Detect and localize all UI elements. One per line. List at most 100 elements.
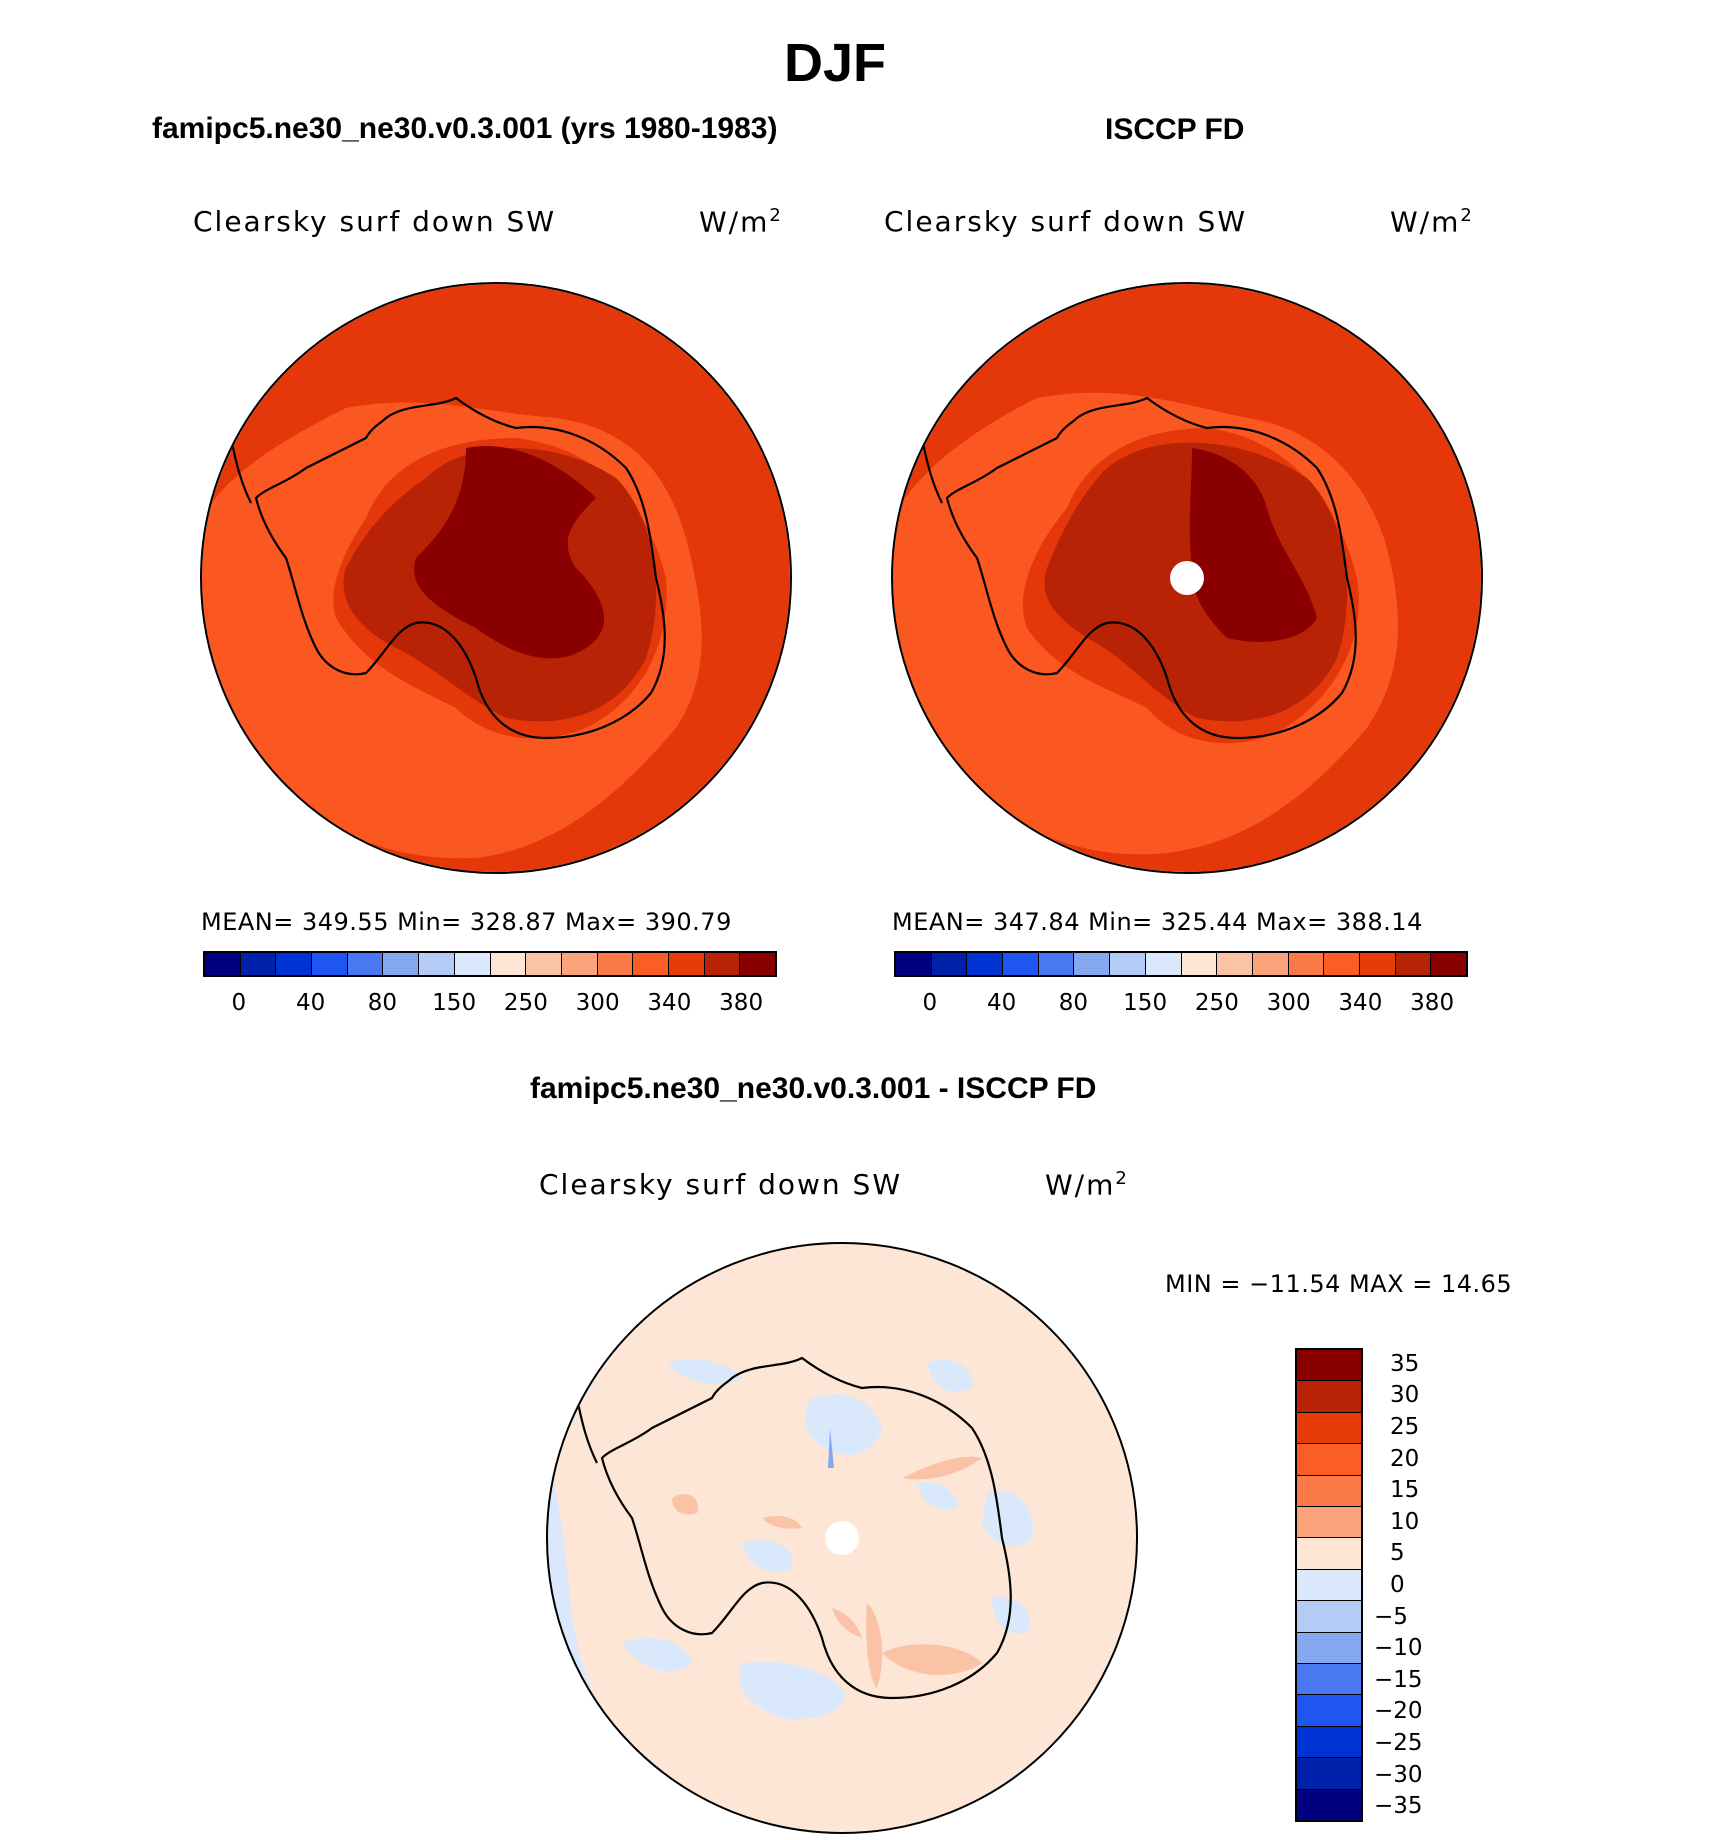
right-variable-label: Clearsky surf down SW	[884, 205, 1248, 238]
right-units-label: W/m2	[1390, 205, 1474, 239]
colorbar-swatch	[668, 953, 705, 975]
colorbar-swatch	[1297, 1726, 1361, 1759]
right-colorbar-labels: 0 40 80 150 250 300 340 380	[894, 990, 1468, 1020]
colorbar-swatch	[1297, 1538, 1361, 1570]
colorbar-tick-label: −30	[1374, 1761, 1423, 1788]
diff-polar-map	[546, 1242, 1138, 1834]
colorbar-tick-label: 15	[1390, 1477, 1420, 1504]
colorbar-swatch	[896, 953, 932, 975]
diff-variable-label: Clearsky surf down SW	[539, 1168, 903, 1201]
colorbar-swatch	[1297, 1350, 1361, 1382]
left-units-label: W/m2	[699, 205, 783, 239]
colorbar-swatch	[561, 953, 598, 975]
colorbar-swatch	[1297, 1695, 1361, 1727]
colorbar-tick-label: 340	[1338, 990, 1383, 1016]
colorbar-tick-label: 35	[1390, 1350, 1420, 1377]
colorbar-swatch	[633, 953, 669, 975]
right-colorbar	[894, 951, 1468, 977]
colorbar-tick-label: 300	[1266, 990, 1311, 1016]
colorbar-tick-label: 5	[1390, 1540, 1405, 1567]
left-colorbar-labels: 0 40 80 150 250 300 340 380	[203, 990, 777, 1020]
colorbar-swatch	[1038, 953, 1075, 975]
colorbar-swatch	[1297, 1444, 1361, 1476]
colorbar-swatch	[1252, 953, 1289, 975]
colorbar-swatch	[1110, 953, 1146, 975]
colorbar-swatch	[1297, 1601, 1361, 1633]
colorbar-tick-label: 150	[1123, 990, 1168, 1016]
diff-panel-title: famipc5.ne30_ne30.v0.3.001 - ISCCP FD	[530, 1072, 1097, 1105]
colorbar-tick-label: 250	[1194, 990, 1239, 1016]
left-panel-title: famipc5.ne30_ne30.v0.3.001 (yrs 1980-198…	[152, 112, 778, 145]
colorbar-tick-label: 300	[575, 990, 620, 1016]
colorbar-tick-label: 25	[1390, 1414, 1420, 1440]
colorbar-tick-label: −15	[1374, 1666, 1423, 1693]
colorbar-tick-label: −20	[1374, 1698, 1423, 1725]
colorbar-tick-label: 0	[1390, 1572, 1405, 1598]
colorbar-swatch	[597, 953, 634, 975]
colorbar-tick-label: 10	[1390, 1508, 1420, 1535]
right-panel-title: ISCCP FD	[1105, 113, 1245, 146]
colorbar-swatch	[419, 953, 455, 975]
colorbar-swatch	[240, 953, 277, 975]
colorbar-swatch	[347, 953, 384, 975]
colorbar-swatch	[276, 953, 313, 975]
left-variable-label: Clearsky surf down SW	[193, 205, 557, 238]
colorbar-tick-label: 380	[719, 990, 764, 1016]
colorbar-swatch	[704, 953, 741, 975]
colorbar-swatch	[1181, 953, 1218, 975]
colorbar-swatch	[312, 953, 348, 975]
colorbar-swatch	[454, 953, 491, 975]
colorbar-swatch	[931, 953, 968, 975]
colorbar-swatch	[1324, 953, 1360, 975]
colorbar-swatch	[740, 953, 775, 975]
right-polar-map	[891, 282, 1483, 874]
colorbar-tick-label: −10	[1374, 1635, 1423, 1662]
right-stats: MEAN= 347.84 Min= 325.44 Max= 388.14	[892, 908, 1423, 936]
colorbar-swatch	[1297, 1412, 1361, 1445]
colorbar-swatch	[1297, 1632, 1361, 1665]
colorbar-swatch	[1359, 953, 1396, 975]
colorbar-swatch	[490, 953, 527, 975]
colorbar-swatch	[1431, 953, 1466, 975]
colorbar-swatch	[1297, 1758, 1361, 1790]
colorbar-tick-label: 0	[231, 990, 247, 1016]
colorbar-swatch	[1297, 1569, 1361, 1602]
colorbar-swatch	[1217, 953, 1253, 975]
colorbar-tick-label: 20	[1390, 1445, 1420, 1472]
left-polar-map	[200, 282, 792, 874]
colorbar-swatch	[1297, 1381, 1361, 1413]
colorbar-tick-label: 340	[647, 990, 692, 1016]
colorbar-swatch	[967, 953, 1004, 975]
left-stats: MEAN= 349.55 Min= 328.87 Max= 390.79	[201, 908, 732, 936]
colorbar-tick-label: 0	[922, 990, 938, 1016]
colorbar-swatch	[383, 953, 420, 975]
colorbar-tick-label: 150	[432, 990, 477, 1016]
colorbar-swatch	[1395, 953, 1432, 975]
colorbar-tick-label: 250	[503, 990, 548, 1016]
colorbar-swatch	[1297, 1475, 1361, 1508]
colorbar-tick-label: −25	[1374, 1730, 1423, 1756]
colorbar-tick-label: 380	[1410, 990, 1455, 1016]
colorbar-tick-label: 30	[1390, 1382, 1420, 1409]
colorbar-tick-label: 40	[295, 990, 326, 1016]
diff-units-label: W/m2	[1045, 1168, 1129, 1202]
colorbar-swatch	[1297, 1664, 1361, 1696]
left-colorbar	[203, 951, 777, 977]
colorbar-tick-label: 80	[1058, 990, 1089, 1016]
colorbar-swatch	[1074, 953, 1111, 975]
diff-colorbar-labels: 35 30 25 20 15 10 5 0 −5 −10 −15 −20 −25 −30 −35	[1374, 1348, 1440, 1822]
colorbar-swatch	[1145, 953, 1182, 975]
colorbar-swatch	[1288, 953, 1325, 975]
figure-title: DJF	[783, 33, 886, 93]
diff-stats: MIN = −11.54 MAX = 14.65	[1165, 1270, 1513, 1298]
colorbar-swatch	[526, 953, 562, 975]
colorbar-tick-label: −5	[1374, 1603, 1408, 1630]
diff-colorbar	[1295, 1348, 1363, 1822]
colorbar-tick-label: −35	[1374, 1793, 1423, 1820]
colorbar-swatch	[1003, 953, 1039, 975]
colorbar-swatch	[1297, 1789, 1361, 1821]
colorbar-swatch	[205, 953, 241, 975]
colorbar-tick-label: 80	[367, 990, 398, 1016]
colorbar-tick-label: 40	[986, 990, 1017, 1016]
colorbar-swatch	[1297, 1507, 1361, 1539]
